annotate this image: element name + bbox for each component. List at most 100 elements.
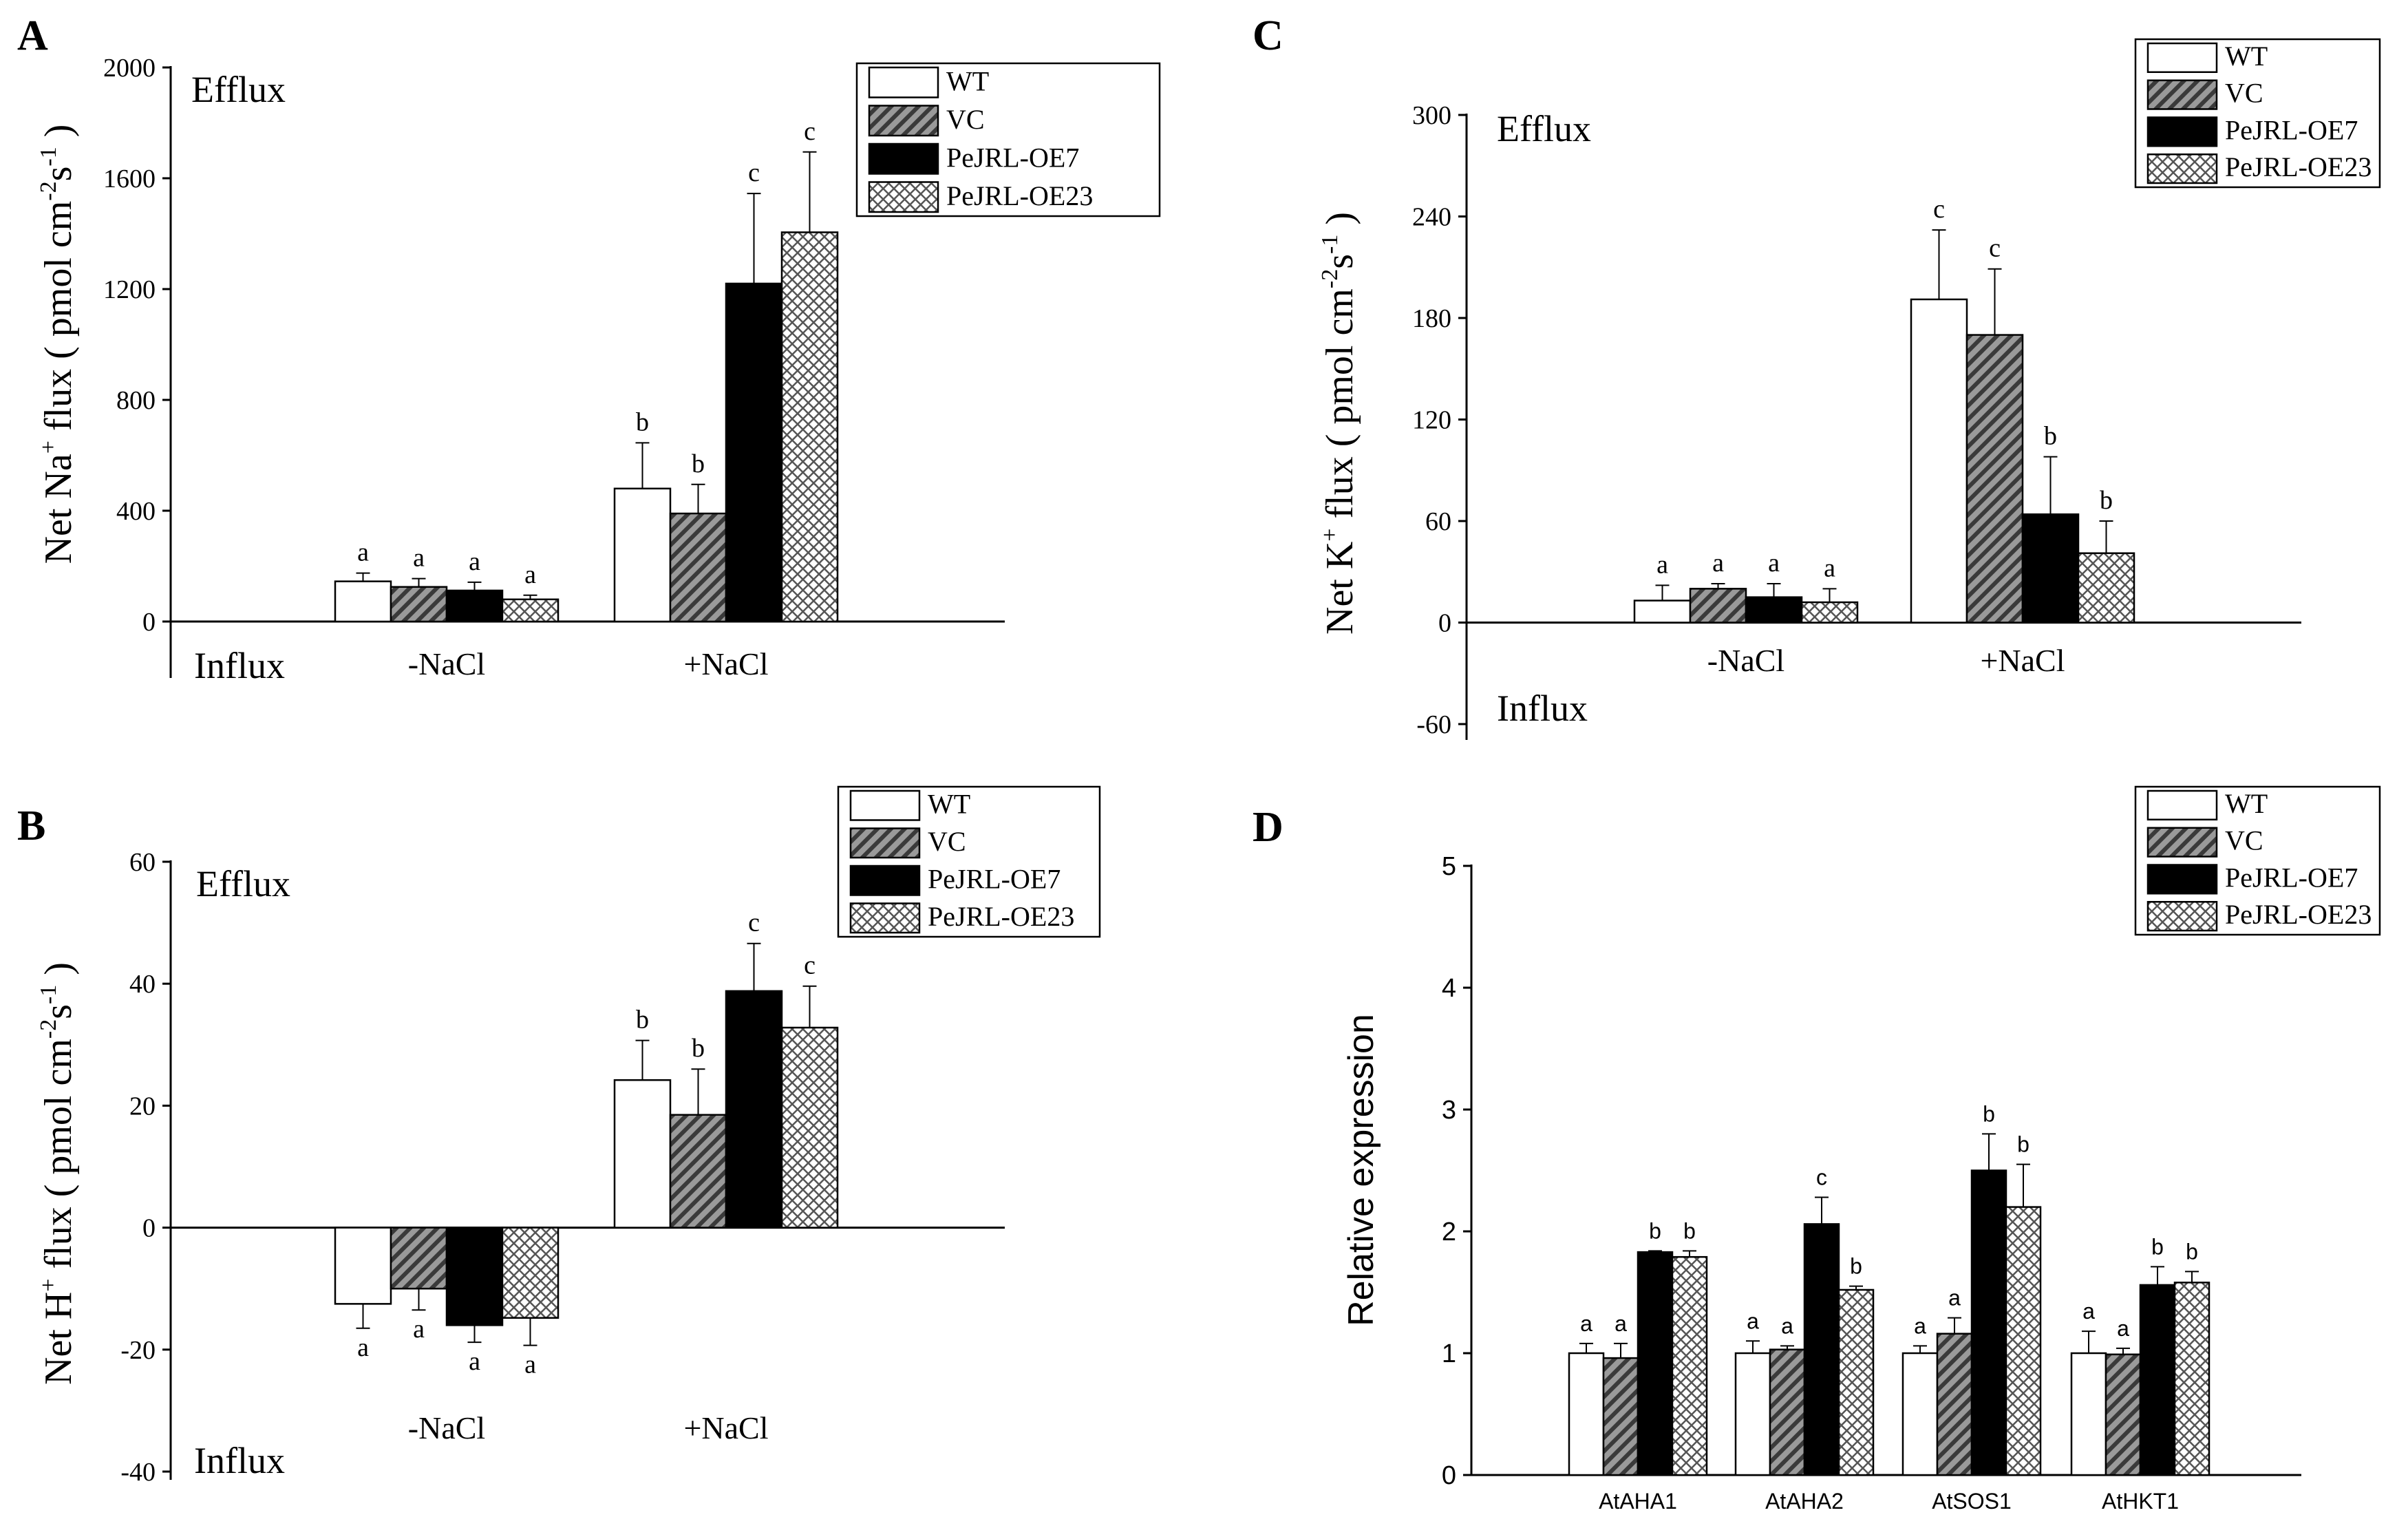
category-label-D-AtAHA2: AtAHA2 xyxy=(1765,1489,1844,1514)
legend-swatch-D-PeJRL-OE7 xyxy=(2146,864,2218,895)
legend-swatch-A-VC xyxy=(868,105,939,137)
significance-letter-A: a xyxy=(413,544,425,573)
y-tick-label-A: 1200 xyxy=(103,275,156,304)
bar-D-AtAHA1-WT xyxy=(1568,1352,1605,1476)
y-tick-label-C: 0 xyxy=(1438,609,1451,638)
legend-label-B-PeJRL-OE23: PeJRL-OE23 xyxy=(928,901,1074,932)
legend-swatch-C-PeJRL-OE7 xyxy=(2146,116,2218,147)
y-tick-label-B: -40 xyxy=(120,1458,156,1487)
y-tick-label-A: 0 xyxy=(142,608,156,637)
legend-swatch-B-WT xyxy=(849,789,921,821)
y-tick-label-B: 0 xyxy=(142,1214,156,1243)
significance-letter-D: a xyxy=(1914,1313,1926,1338)
bar-D-AtSOS1-WT xyxy=(1901,1352,1939,1476)
legend-swatch-B-PeJRL-OE23 xyxy=(849,902,921,934)
bar-B-+NaCl-PeJRL-OE7 xyxy=(725,990,783,1229)
significance-letter-A: a xyxy=(469,547,480,576)
legend-swatch-C-WT xyxy=(2146,42,2218,73)
significance-letter-D: a xyxy=(1747,1308,1759,1333)
bar-C-+NaCl-PeJRL-OE7 xyxy=(2021,513,2080,624)
panel-A: A 0 400 800 1200 1600 2000 Net Na+ flux ( pmol … xyxy=(17,12,1161,686)
y-tick-label-A: 2000 xyxy=(103,54,156,83)
legend-label-D-PeJRL-OE7: PeJRL-OE7 xyxy=(2225,862,2358,893)
significance-letter-D: c xyxy=(1816,1165,1827,1189)
y-tick-label-C: -60 xyxy=(1416,710,1451,739)
legend-swatch-A-PeJRL-OE7 xyxy=(868,142,939,175)
legend-swatch-D-PeJRL-OE23 xyxy=(2146,901,2218,932)
bar-A-+NaCl-VC xyxy=(669,512,727,623)
significance-letter-A: a xyxy=(524,560,536,589)
bar-B-+NaCl-PeJRL-OE23 xyxy=(780,1026,839,1229)
y-tick-label-B: 60 xyxy=(129,848,156,877)
legend-swatch-C-PeJRL-OE23 xyxy=(2146,153,2218,184)
legend-label-A-WT: WT xyxy=(946,66,989,97)
significance-letter-D: b xyxy=(1850,1254,1862,1279)
significance-letter-C: a xyxy=(1768,549,1780,577)
y-axis-label-C: Net K+ flux ( pmol cm-2s-1 ) xyxy=(1317,212,1361,635)
bar-C--NaCl-VC xyxy=(1689,588,1747,624)
bar-D-AtHKT1-VC xyxy=(2105,1353,2142,1476)
significance-letter-A: c xyxy=(804,117,816,146)
significance-letter-C: a xyxy=(1824,553,1835,582)
bar-D-AtHKT1-PeJRL-OE23 xyxy=(2173,1282,2210,1476)
legend-swatch-A-PeJRL-OE23 xyxy=(868,181,939,213)
bar-C--NaCl-WT xyxy=(1633,600,1692,624)
bar-D-AtHKT1-PeJRL-OE7 xyxy=(2139,1284,2176,1476)
significance-letter-C: b xyxy=(2044,422,2057,451)
y-tick-label-D: 1 xyxy=(1442,1339,1456,1368)
category-label-B--NaCl: -NaCl xyxy=(408,1410,485,1445)
bar-A-+NaCl-WT xyxy=(613,487,672,623)
legend-label-A-VC: VC xyxy=(946,104,985,135)
significance-letter-C: a xyxy=(1656,550,1668,579)
annotation-influx-B: Influx xyxy=(194,1440,285,1481)
legend-label-A-PeJRL-OE7: PeJRL-OE7 xyxy=(946,142,1079,173)
bar-D-AtSOS1-PeJRL-OE7 xyxy=(1970,1169,2007,1476)
bar-B-+NaCl-VC xyxy=(669,1114,727,1229)
significance-letter-B: b xyxy=(636,1006,649,1035)
significance-letter-B: c xyxy=(748,909,760,937)
annotation-influx-C: Influx xyxy=(1497,688,1588,729)
bar-D-AtAHA2-VC xyxy=(1769,1348,1806,1476)
bar-B-+NaCl-WT xyxy=(613,1079,672,1229)
y-axis-label-A: Net Na+ flux ( pmol cm-2s-1 ) xyxy=(36,125,80,564)
significance-letter-B: a xyxy=(524,1350,536,1379)
y-tick-label-C: 60 xyxy=(1425,507,1451,536)
legend-swatch-B-PeJRL-OE7 xyxy=(849,864,921,896)
legend-swatch-A-WT xyxy=(868,66,939,98)
significance-letter-B: c xyxy=(804,951,816,980)
significance-letter-D: b xyxy=(1683,1218,1696,1243)
legend-label-C-PeJRL-OE7: PeJRL-OE7 xyxy=(2225,114,2358,145)
legend-label-B-VC: VC xyxy=(928,826,966,857)
legend-swatch-D-VC xyxy=(2146,827,2218,858)
panel-B: B -40 -20 0 20 40 60 Net H+ flux ( pmol cm-2s-1… xyxy=(17,785,1101,1487)
significance-letter-A: b xyxy=(636,407,649,436)
bar-A--NaCl-PeJRL-OE7 xyxy=(445,589,504,623)
y-tick-label-A: 400 xyxy=(116,497,156,526)
legend-C: WT VC PeJRL-OE7 PeJRL-OE23 xyxy=(2134,38,2381,189)
legend-label-C-WT: WT xyxy=(2225,41,2268,72)
significance-letter-B: a xyxy=(357,1333,369,1362)
bar-C-+NaCl-VC xyxy=(1965,334,2024,624)
category-label-D-AtHKT1: AtHKT1 xyxy=(2102,1489,2179,1514)
significance-letter-B: b xyxy=(692,1034,705,1063)
category-label-C--NaCl: -NaCl xyxy=(1707,643,1784,678)
bar-A--NaCl-VC xyxy=(390,586,448,623)
panel-letter-D: D xyxy=(1253,804,1283,851)
legend-swatch-D-WT xyxy=(2146,789,2218,820)
significance-letter-C: c xyxy=(1989,234,2001,263)
panel-C: C -60 0 60 120 180 240 300 Net K+ flux ( pmol cm… xyxy=(1253,12,2381,740)
significance-letter-A: b xyxy=(692,449,705,478)
legend-label-C-VC: VC xyxy=(2225,78,2263,109)
legend-D: WT VC PeJRL-OE7 PeJRL-OE23 xyxy=(2134,785,2381,936)
y-tick-label-D: 2 xyxy=(1442,1218,1456,1247)
category-label-D-AtSOS1: AtSOS1 xyxy=(1932,1489,2012,1514)
category-label-A-+NaCl: +NaCl xyxy=(683,646,768,681)
bar-B--NaCl-WT xyxy=(334,1227,392,1305)
category-label-A--NaCl: -NaCl xyxy=(408,646,485,681)
y-tick-label-D: 3 xyxy=(1442,1096,1456,1125)
y-tick-label-C: 300 xyxy=(1412,101,1451,130)
y-tick-label-A: 1600 xyxy=(103,165,156,193)
legend-A: WT VC PeJRL-OE7 PeJRL-OE23 xyxy=(855,62,1161,218)
category-label-B-+NaCl: +NaCl xyxy=(683,1410,768,1445)
